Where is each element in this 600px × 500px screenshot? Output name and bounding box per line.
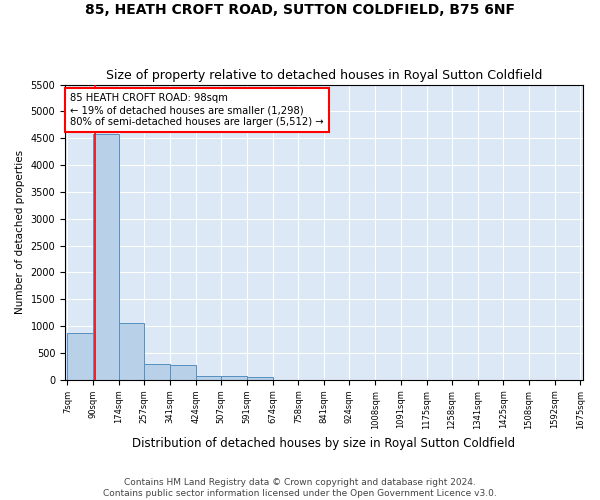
Bar: [170, 364, 196, 380]
Bar: [145, 364, 170, 380]
Bar: [119, 323, 145, 380]
Y-axis label: Number of detached properties: Number of detached properties: [15, 150, 25, 314]
Bar: [247, 377, 272, 380]
Text: 85 HEATH CROFT ROAD: 98sqm
← 19% of detached houses are smaller (1,298)
80% of s: 85 HEATH CROFT ROAD: 98sqm ← 19% of deta…: [70, 94, 324, 126]
Bar: [67, 332, 93, 380]
Title: Size of property relative to detached houses in Royal Sutton Coldfield: Size of property relative to detached ho…: [106, 69, 542, 82]
Bar: [196, 376, 221, 380]
Text: Contains HM Land Registry data © Crown copyright and database right 2024.
Contai: Contains HM Land Registry data © Crown c…: [103, 478, 497, 498]
Text: 85, HEATH CROFT ROAD, SUTTON COLDFIELD, B75 6NF: 85, HEATH CROFT ROAD, SUTTON COLDFIELD, …: [85, 2, 515, 16]
Bar: [93, 134, 119, 380]
X-axis label: Distribution of detached houses by size in Royal Sutton Coldfield: Distribution of detached houses by size …: [133, 437, 515, 450]
Bar: [221, 376, 247, 380]
